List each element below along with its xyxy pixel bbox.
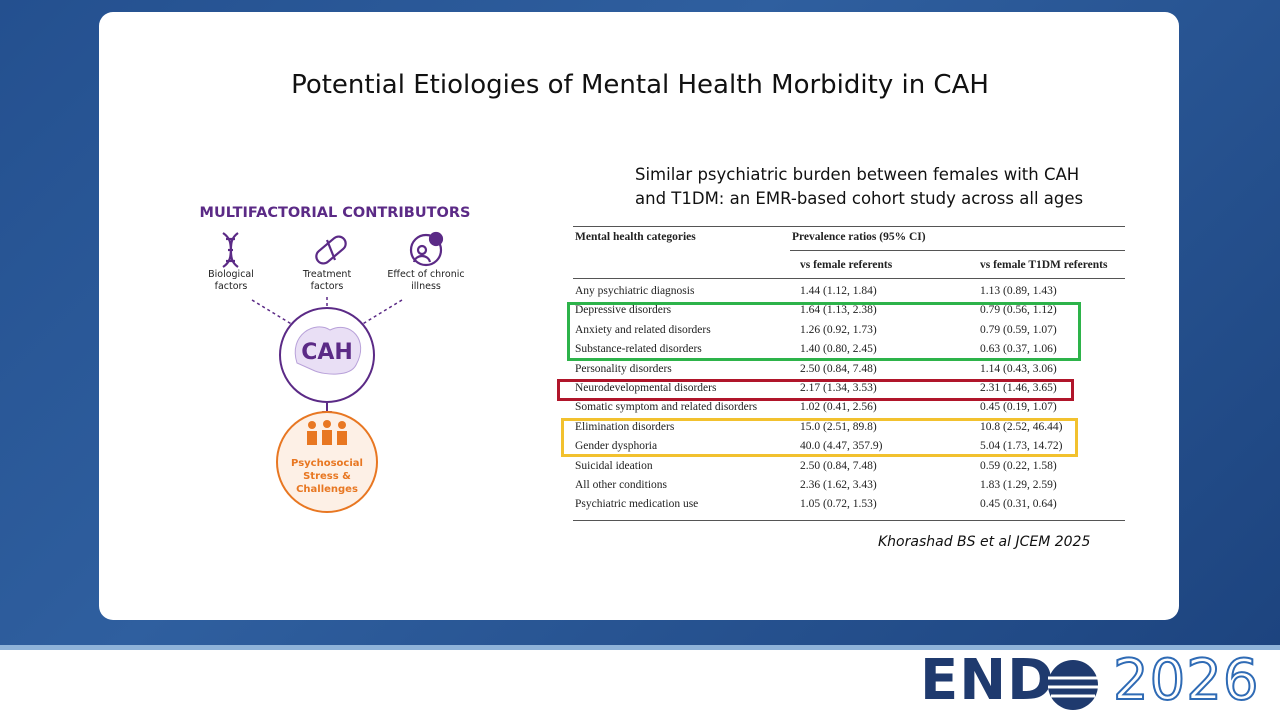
header-cell: Mental health categories [575,231,696,243]
table-cell: 0.63 (0.37, 1.06) [980,343,1057,356]
table-cell: 0.59 (0.22, 1.58) [980,459,1057,472]
table-cell: 5.04 (1.73, 14.72) [980,440,1063,453]
table-cell: 1.26 (0.92, 1.73) [800,323,877,336]
table-cell: 1.13 (0.89, 1.43) [980,285,1057,297]
highlight-box [561,418,1078,457]
row-label: Psychiatric medication use [575,498,699,511]
table-cell: 2.36 (1.62, 3.43) [800,479,877,491]
table-cell: 40.0 (4.47, 357.9) [800,440,883,453]
table-rule [790,250,1125,251]
subheader-cell: vs female T1DM referents [980,259,1108,271]
factor-label: Biological factors [208,269,254,292]
diagram-center: CAH [301,340,353,365]
logo-text: END [920,648,1055,713]
table-cell: 1.05 (0.72, 1.53) [800,498,877,511]
table-cell: 10.8 (2.52, 46.44) [980,420,1063,433]
row-label: Suicidal ideation [575,459,653,472]
table-cell: 0.79 (0.59, 1.07) [980,323,1057,336]
table-cell: 2.17 (1.34, 3.53) [800,382,877,394]
header-cell: Prevalence ratios (95% CI) [792,231,926,243]
diagram-outcome: Psychosocial Stress & Challenges [291,458,363,495]
table-cell: 0.45 (0.31, 0.64) [980,498,1057,511]
row-label: Anxiety and related disorders [575,323,711,336]
factor-label: Effect of chronic illness [387,269,465,292]
factor-label: Treatment factors [302,269,352,292]
table-cell: 0.45 (0.19, 1.07) [980,401,1057,414]
table-cell: 1.40 (0.80, 2.45) [800,343,877,356]
slide-title: Potential Etiologies of Mental Health Mo… [291,70,989,100]
table-cell: 1.64 (1.13, 2.38) [800,304,877,317]
table-rule [573,226,1125,227]
diagram-graphics [222,231,444,513]
row-label: Depressive disorders [575,304,672,317]
row-label: Gender dysphoria [575,440,658,453]
table-rule [573,278,1125,279]
row-label: Any psychiatric diagnosis [575,285,695,297]
row-label: Neurodevelopmental disorders [575,382,717,394]
table-cell: 1.14 (0.43, 3.06) [980,362,1057,375]
table-cell: 1.02 (0.41, 2.56) [800,401,877,414]
table-cell: 1.83 (1.29, 2.59) [980,479,1057,491]
table-cell: 2.50 (0.84, 7.48) [800,362,877,375]
row-label: All other conditions [575,479,667,491]
subheader-cell: vs female referents [800,259,893,271]
logo-year: 2026 [1112,647,1260,714]
footer-band [0,645,1280,650]
table-rule [573,520,1125,521]
row-label: Elimination disorders [575,420,675,433]
row-label: Substance-related disorders [575,343,702,356]
diagram-heading: MULTIFACTORIAL CONTRIBUTORS [199,205,471,221]
table-cell: 0.79 (0.56, 1.12) [980,304,1057,317]
table-cell: 15.0 (2.51, 89.8) [800,420,877,433]
table-cell: 1.44 (1.12, 1.84) [800,285,877,297]
highlight-box [567,302,1081,361]
study-subtitle: Similar psychiatric burden between femal… [635,165,1084,208]
table-cell: 2.31 (1.46, 3.65) [980,382,1057,394]
logo-globe [1048,660,1098,710]
row-label: Somatic symptom and related disorders [575,401,758,414]
table-cell: 2.50 (0.84, 7.48) [800,459,877,472]
highlight-box [557,379,1074,401]
citation: Khorashad BS et al JCEM 2025 [878,534,1091,550]
row-label: Personality disorders [575,362,672,375]
